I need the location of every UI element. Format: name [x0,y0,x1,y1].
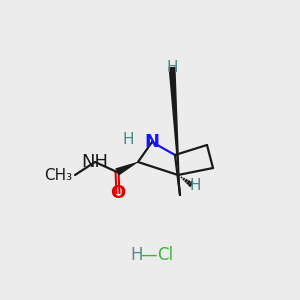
Text: Cl: Cl [157,246,173,264]
Polygon shape [115,162,138,176]
Text: —: — [141,246,157,264]
Text: H: H [131,246,143,264]
Text: O: O [110,184,126,202]
Polygon shape [169,67,180,195]
Text: H: H [122,133,134,148]
Text: H: H [189,178,201,193]
Text: N: N [145,133,160,151]
Text: NH: NH [82,153,109,171]
Text: H: H [166,59,178,74]
Text: CH₃: CH₃ [44,167,72,182]
